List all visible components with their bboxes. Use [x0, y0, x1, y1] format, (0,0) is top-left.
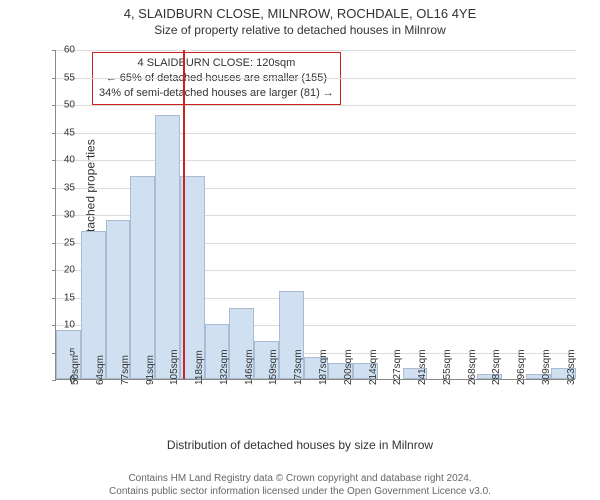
x-tick-label: 146sqm — [244, 349, 255, 385]
y-tick-mark — [52, 78, 56, 79]
chart-area: 4 SLAIDBURN CLOSE: 120sqm← 65% of detach… — [55, 50, 575, 420]
grid-line — [56, 160, 576, 161]
x-tick-label: 159sqm — [268, 349, 279, 385]
x-tick-label: 227sqm — [392, 349, 403, 385]
y-tick-mark — [52, 133, 56, 134]
annotation-line: 34% of semi-detached houses are larger (… — [99, 86, 334, 101]
attribution-line-1: Contains HM Land Registry data © Crown c… — [128, 473, 471, 484]
y-tick-mark — [52, 215, 56, 216]
x-tick-label: 255sqm — [442, 349, 453, 385]
x-axis-label: Distribution of detached houses by size … — [0, 438, 600, 452]
chart-subtitle: Size of property relative to detached ho… — [0, 21, 600, 37]
y-tick-label: 30 — [64, 210, 75, 221]
y-tick-label: 45 — [64, 127, 75, 138]
grid-line — [56, 50, 576, 51]
y-tick-mark — [52, 380, 56, 381]
x-tick-label: 282sqm — [491, 349, 502, 385]
y-tick-label: 50 — [64, 100, 75, 111]
x-tick-label: 214sqm — [368, 349, 379, 385]
y-tick-mark — [52, 188, 56, 189]
attribution-line-2: Contains public sector information licen… — [109, 486, 491, 497]
y-tick-mark — [52, 270, 56, 271]
x-tick-label: 77sqm — [120, 355, 131, 385]
x-tick-label: 173sqm — [293, 349, 304, 385]
x-tick-label: 105sqm — [169, 349, 180, 385]
plot-area: 4 SLAIDBURN CLOSE: 120sqm← 65% of detach… — [55, 50, 575, 380]
y-tick-label: 60 — [64, 45, 75, 56]
histogram-bar — [130, 176, 155, 380]
y-tick-mark — [52, 105, 56, 106]
x-tick-label: 241sqm — [417, 349, 428, 385]
y-tick-mark — [52, 325, 56, 326]
annotation-line: 4 SLAIDBURN CLOSE: 120sqm — [99, 56, 334, 71]
reference-line — [183, 50, 185, 379]
y-tick-label: 35 — [64, 182, 75, 193]
x-tick-label: 91sqm — [145, 355, 156, 385]
x-tick-label: 64sqm — [95, 355, 106, 385]
y-tick-label: 55 — [64, 72, 75, 83]
y-tick-mark — [52, 298, 56, 299]
y-tick-label: 10 — [64, 320, 75, 331]
x-tick-label: 200sqm — [343, 349, 354, 385]
x-tick-label: 309sqm — [541, 349, 552, 385]
x-tick-label: 187sqm — [318, 349, 329, 385]
y-tick-label: 25 — [64, 237, 75, 248]
y-tick-mark — [52, 50, 56, 51]
y-tick-label: 0 — [69, 375, 75, 386]
x-tick-label: 323sqm — [566, 349, 577, 385]
y-tick-label: 20 — [64, 265, 75, 276]
y-tick-label: 5 — [69, 347, 75, 358]
chart-title: 4, SLAIDBURN CLOSE, MILNROW, ROCHDALE, O… — [0, 0, 600, 21]
y-tick-mark — [52, 160, 56, 161]
x-tick-label: 296sqm — [516, 349, 527, 385]
x-tick-label: 132sqm — [219, 349, 230, 385]
y-tick-label: 15 — [64, 292, 75, 303]
y-tick-mark — [52, 243, 56, 244]
x-tick-label: 118sqm — [194, 350, 205, 385]
grid-line — [56, 78, 576, 79]
grid-line — [56, 105, 576, 106]
attribution-text: Contains HM Land Registry data © Crown c… — [0, 472, 600, 498]
x-tick-label: 268sqm — [467, 349, 478, 385]
histogram-bar — [155, 115, 180, 379]
grid-line — [56, 133, 576, 134]
y-tick-label: 40 — [64, 155, 75, 166]
chart-container: 4, SLAIDBURN CLOSE, MILNROW, ROCHDALE, O… — [0, 0, 600, 500]
